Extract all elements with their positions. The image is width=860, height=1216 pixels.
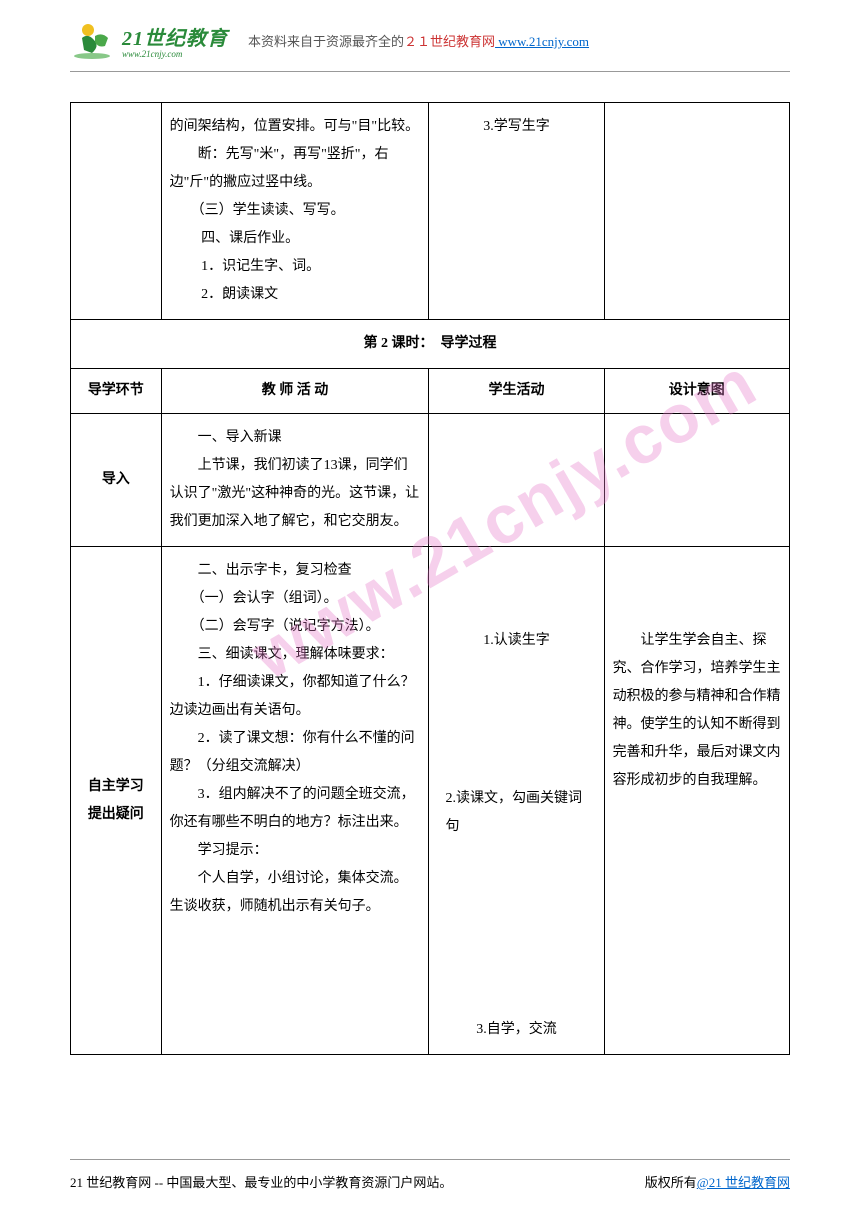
student-activity-text: 3.学写生字 [483, 119, 550, 134]
logo-sub-text: www.21cnjy.com [122, 49, 228, 59]
student-item3: 3.自学，交流 [437, 1016, 595, 1044]
cell-teacher-activity: 的间架结构，位置安排。可与"目"比较。 断：先写"米"，再写"竖折"，右边"斤"… [161, 103, 429, 320]
table-row: 自主学习 提出疑问 二、出示字卡，复习检查 （一）会认字（组词）。 （二）会写字… [71, 547, 790, 1055]
table-row: 导入 一、导入新课 上节课，我们初读了13课，同学们认识了"激光"这种神奇的光。… [71, 414, 790, 547]
table-row: 的间架结构，位置安排。可与"目"比较。 断：先写"米"，再写"竖折"，右边"斤"… [71, 103, 790, 320]
header-col1: 导学环节 [71, 369, 162, 414]
lesson-plan-table: 的间架结构，位置安排。可与"目"比较。 断：先写"米"，再写"竖折"，右边"斤"… [70, 102, 790, 1055]
cell-student-activity: 1.认读生字 2.读课文，勾画关键词句 3.自学，交流 [429, 547, 604, 1055]
header-col2: 教 师 活 动 [161, 369, 429, 414]
logo-main-text: 21世纪教育 [122, 22, 228, 51]
section-title: 第 2 课时： 导学过程 [71, 320, 790, 369]
cell-student-activity [429, 414, 604, 547]
page-footer: 21 世纪教育网 -- 中国最大型、最专业的中小学教育资源门户网站。 版权所有@… [70, 1159, 790, 1191]
cell-teacher-activity: 一、导入新课 上节课，我们初读了13课，同学们认识了"激光"这种神奇的光。这节课… [161, 414, 429, 547]
logo: 21世纪教育 www.21cnjy.com [70, 18, 228, 63]
page-header: 21世纪教育 www.21cnjy.com 本资料来自于资源最齐全的２１世纪教育… [70, 0, 790, 72]
header-col4: 设计意图 [604, 369, 789, 414]
table-header-row: 导学环节 教 师 活 动 学生活动 设计意图 [71, 369, 790, 414]
cell-design-intent: 让学生学会自主、探究、合作学习，培养学生主动积极的参与精神和合作精神。使学生的认… [604, 547, 789, 1055]
footer-right: 版权所有@21 世纪教育网 [645, 1172, 790, 1191]
cell-design-intent [604, 103, 789, 320]
student-item2: 2.读课文，勾画关键词句 [437, 785, 595, 841]
cell-teacher-activity: 二、出示字卡，复习检查 （一）会认字（组词）。 （二）会写字（说记字方法）。 三… [161, 547, 429, 1055]
student-item1: 1.认读生字 [437, 627, 595, 655]
header-red-text: ２１世纪教育网 [404, 34, 495, 49]
main-content: 的间架结构，位置安排。可与"目"比较。 断：先写"米"，再写"竖折"，右边"斤"… [70, 102, 790, 1055]
logo-icon [70, 18, 120, 63]
logo-text-block: 21世纪教育 www.21cnjy.com [122, 22, 228, 59]
header-attribution: 本资料来自于资源最齐全的２１世纪教育网 www.21cnjy.com [248, 31, 589, 50]
design-intent-text: 让学生学会自主、探究、合作学习，培养学生主动积极的参与精神和合作精神。使学生的认… [613, 627, 781, 795]
cell-phase-intro: 导入 [71, 414, 162, 547]
header-link[interactable]: www.21cnjy.com [495, 34, 589, 49]
cell-empty [71, 103, 162, 320]
section-title-row: 第 2 课时： 导学过程 [71, 320, 790, 369]
footer-link[interactable]: @21 世纪教育网 [697, 1175, 790, 1190]
cell-student-activity: 3.学写生字 [429, 103, 604, 320]
header-col3: 学生活动 [429, 369, 604, 414]
cell-design-intent [604, 414, 789, 547]
header-prefix: 本资料来自于资源最齐全的 [248, 34, 404, 49]
cell-phase-selfstudy: 自主学习 提出疑问 [71, 547, 162, 1055]
footer-left: 21 世纪教育网 -- 中国最大型、最专业的中小学教育资源门户网站。 [70, 1172, 452, 1191]
footer-right-text: 版权所有 [645, 1175, 697, 1190]
